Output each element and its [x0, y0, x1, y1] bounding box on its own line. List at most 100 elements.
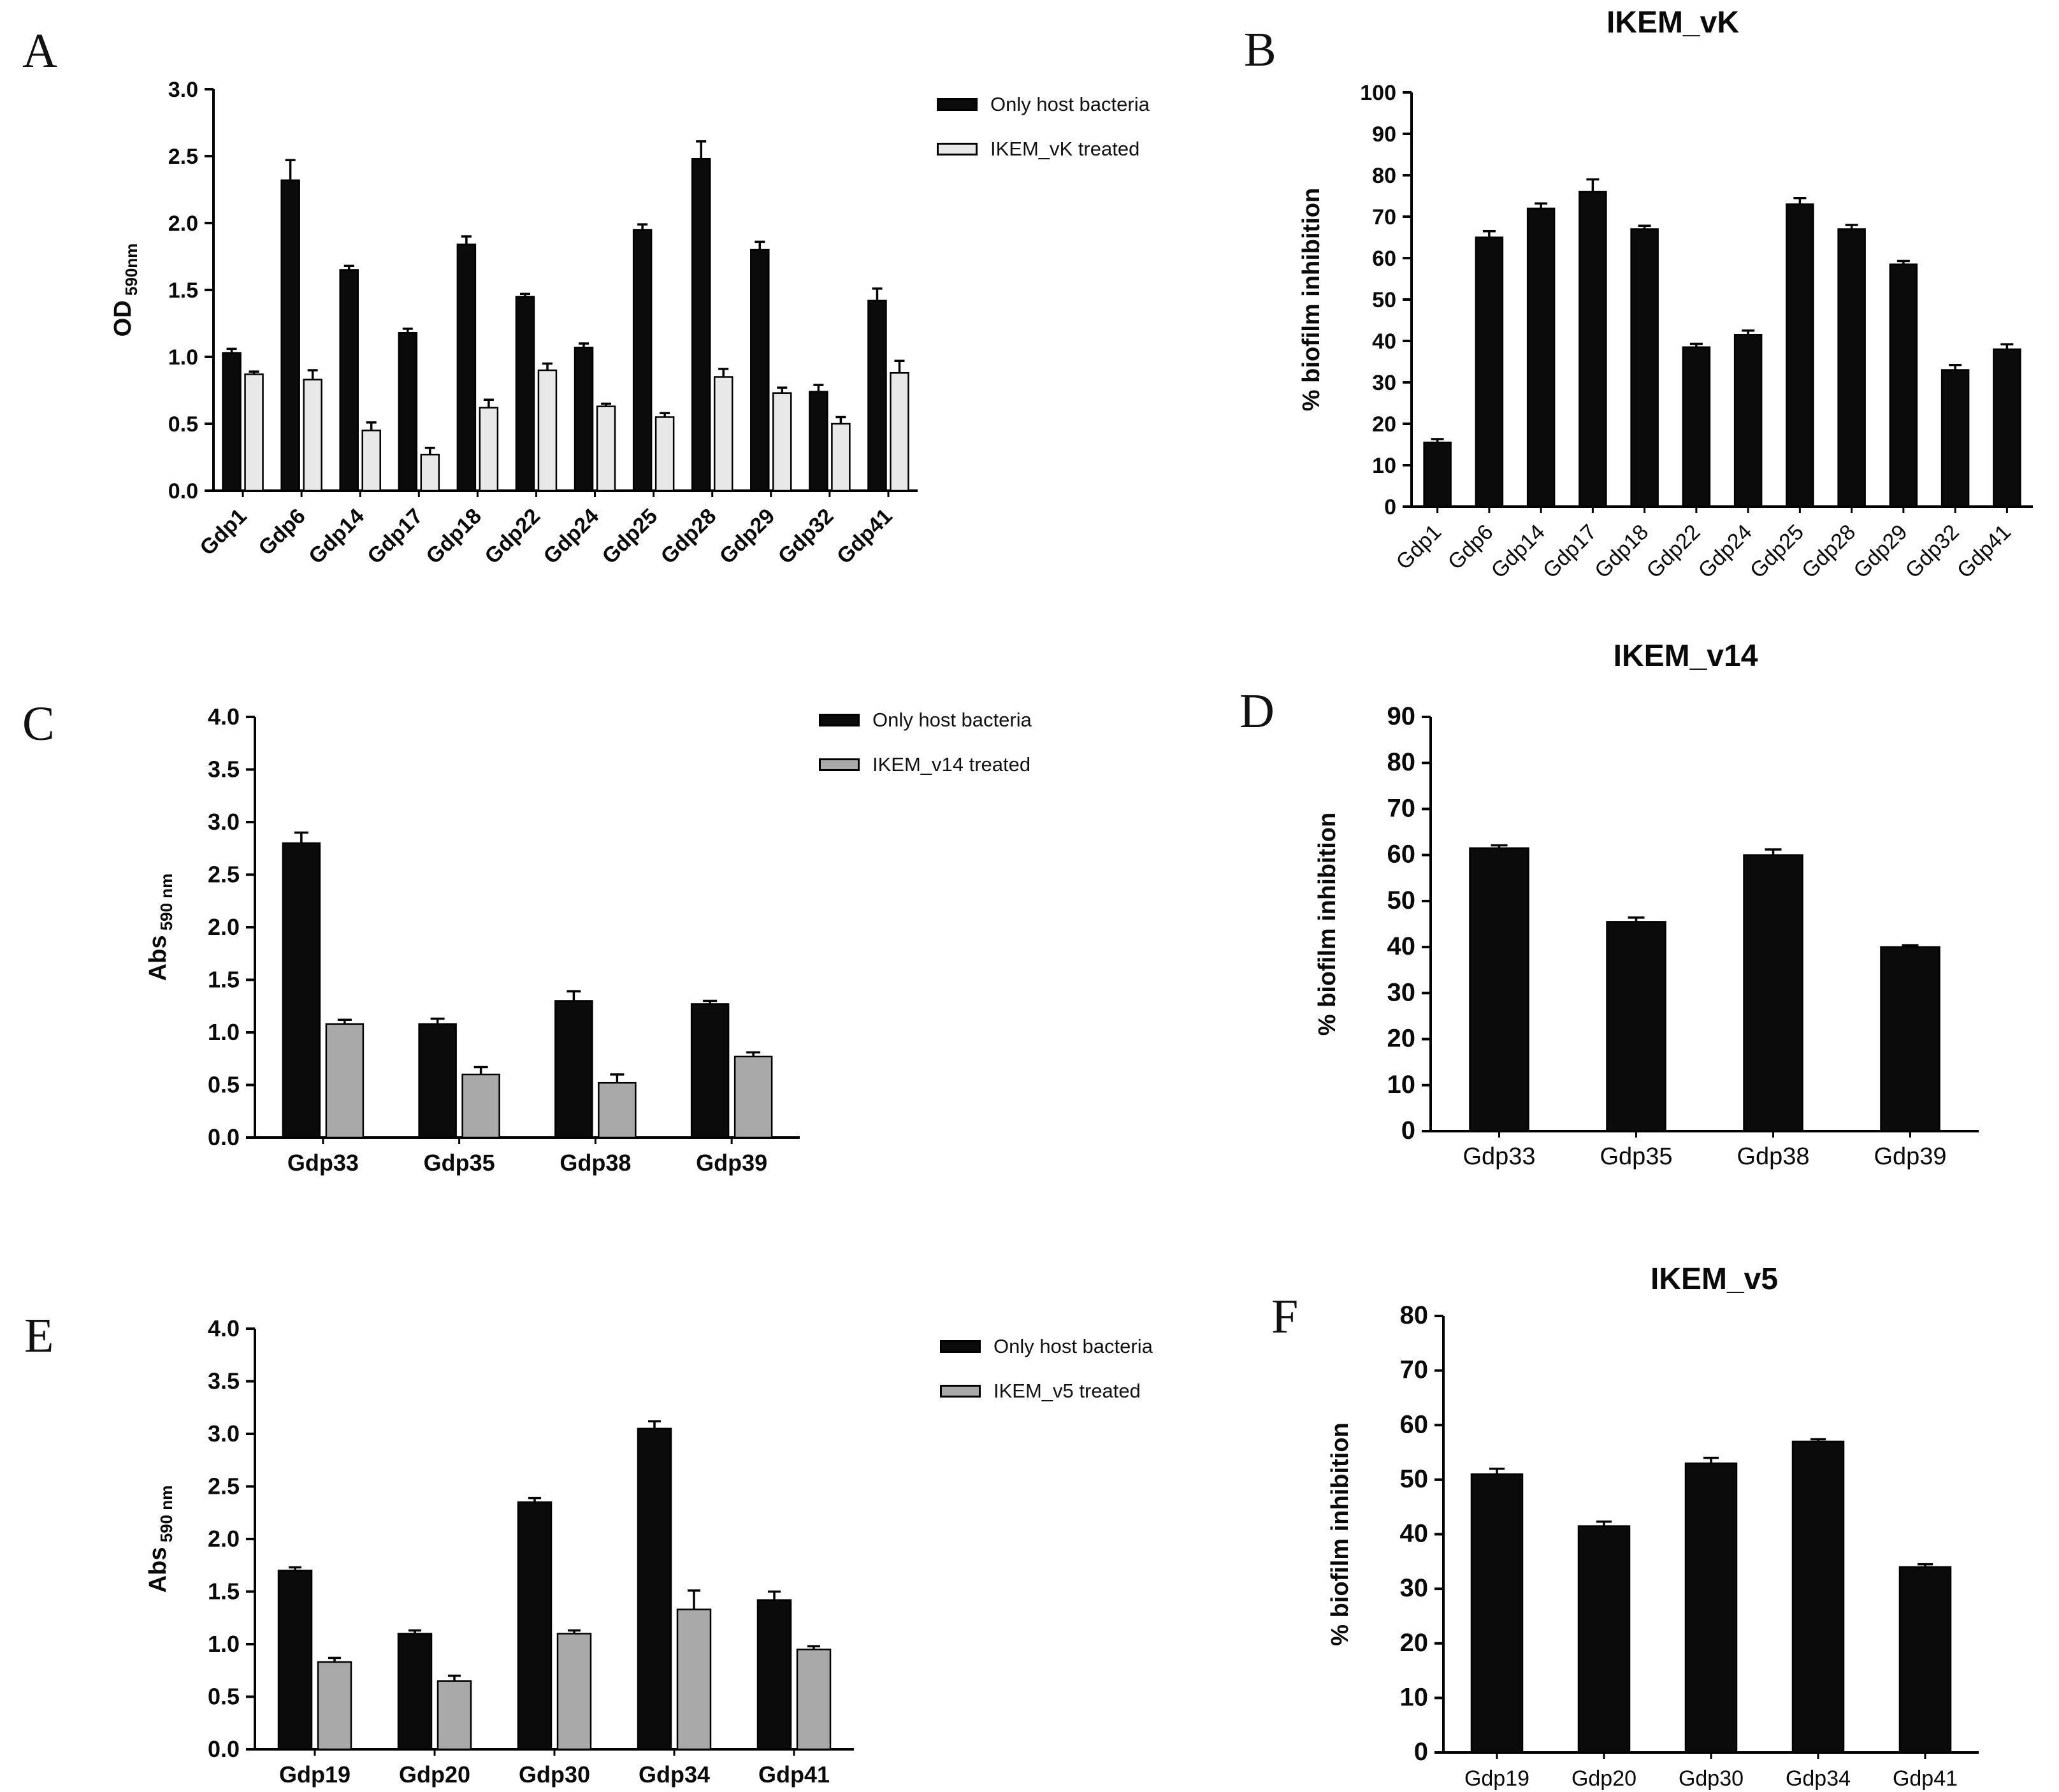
y-axis-label: % biofilm inhibition — [1298, 188, 1325, 411]
svg-text:Gdp20: Gdp20 — [399, 1761, 470, 1788]
svg-text:90: 90 — [1387, 702, 1416, 730]
bar-Gdp32-s0 — [809, 391, 828, 492]
axes — [1410, 92, 2033, 508]
svg-text:3.5: 3.5 — [208, 1368, 240, 1394]
svg-text:20: 20 — [1372, 412, 1396, 437]
y-axis-label: OD 590nm — [110, 243, 141, 337]
svg-text:3.5: 3.5 — [208, 756, 240, 783]
svg-text:Gdp30: Gdp30 — [519, 1761, 590, 1788]
svg-text:0.0: 0.0 — [168, 479, 198, 503]
panel-letter-f: F — [1271, 1290, 1299, 1343]
svg-text:Gdp24: Gdp24 — [539, 504, 604, 569]
y-axis-label: Abs 590 nm — [145, 874, 176, 981]
svg-text:0.5: 0.5 — [168, 412, 198, 437]
svg-text:Gdp41: Gdp41 — [832, 504, 897, 569]
svg-text:30: 30 — [1387, 978, 1416, 1006]
bar-Gdp30-s0 — [1684, 1462, 1738, 1754]
bar-Gdp14-s0 — [339, 269, 359, 492]
bar-Gdp20-s1 — [437, 1680, 472, 1751]
bars — [1470, 1438, 1952, 1754]
legend-item: IKEM_v5 treated — [940, 1380, 1153, 1403]
svg-text:Gdp35: Gdp35 — [1600, 1143, 1672, 1170]
svg-text:10: 10 — [1400, 1683, 1429, 1711]
bar-Gdp6-s0 — [1475, 236, 1504, 508]
svg-text:2.0: 2.0 — [208, 1526, 240, 1552]
legend-label: IKEM_v5 treated — [993, 1380, 1141, 1402]
svg-text:1.0: 1.0 — [168, 345, 198, 370]
legend-label: Only host bacteria — [872, 709, 1032, 731]
chart-panel-C: 0.0 0.5 1.0 1.5 2.0 2.5 3.0 3.5 4.0 Abs 590 nm Gdp… — [145, 704, 800, 1176]
svg-text:80: 80 — [1387, 748, 1416, 776]
svg-text:1.5: 1.5 — [168, 278, 198, 303]
bar-Gdp1-s0 — [1423, 442, 1452, 508]
svg-text:90: 90 — [1372, 122, 1396, 147]
svg-text:Gdp35: Gdp35 — [424, 1150, 495, 1176]
bar-Gdp39-s0 — [690, 1003, 730, 1139]
svg-text:Gdp39: Gdp39 — [1874, 1143, 1946, 1170]
bar-Gdp19-s1 — [317, 1661, 352, 1751]
bar-Gdp18-s0 — [456, 243, 477, 492]
svg-text:Gdp22: Gdp22 — [1642, 520, 1705, 583]
legend-label: Only host bacteria — [993, 1335, 1153, 1357]
svg-text:Gdp30: Gdp30 — [1679, 1767, 1744, 1791]
legend-item: Only host bacteria — [819, 709, 1032, 732]
svg-text:30: 30 — [1372, 371, 1396, 395]
bar-Gdp14-s0 — [1526, 207, 1556, 508]
bars — [1469, 844, 1940, 1132]
bar-Gdp32-s0 — [1940, 369, 1970, 508]
bar-Gdp1-s0 — [222, 352, 242, 492]
svg-text:Gdp22: Gdp22 — [480, 504, 545, 569]
svg-text:Gdp41: Gdp41 — [1953, 520, 2016, 583]
bar-Gdp19-s0 — [1470, 1473, 1524, 1754]
svg-text:2.5: 2.5 — [168, 145, 198, 169]
svg-text:Gdp32: Gdp32 — [774, 504, 839, 569]
svg-text:1.5: 1.5 — [208, 967, 240, 993]
panel-letter-c: C — [22, 697, 55, 751]
svg-text:Gdp25: Gdp25 — [1745, 520, 1809, 583]
bar-Gdp25-s1 — [654, 416, 675, 492]
bar-Gdp33-s0 — [282, 842, 321, 1139]
panel-letter-d: D — [1239, 684, 1275, 738]
svg-text:Gdp29: Gdp29 — [1849, 520, 1912, 583]
svg-text:Gdp14: Gdp14 — [304, 504, 369, 569]
bar-Gdp24-s0 — [1733, 334, 1763, 508]
svg-text:Gdp18: Gdp18 — [1590, 520, 1653, 583]
y-ticks: 0 10 20 30 40 50 60 70 80 — [1400, 1301, 1443, 1766]
bar-Gdp25-s0 — [1786, 203, 1814, 508]
svg-text:2.5: 2.5 — [208, 862, 240, 888]
y-ticks: 0.0 0.5 1.0 1.5 2.0 2.5 3.0 3.5 4.0 — [208, 704, 255, 1150]
svg-text:Gdp33: Gdp33 — [1463, 1143, 1535, 1170]
bars — [222, 140, 909, 492]
svg-text:Gdp17: Gdp17 — [363, 504, 428, 569]
bar-Gdp19-s0 — [277, 1570, 313, 1751]
svg-text:0.5: 0.5 — [208, 1072, 240, 1098]
svg-text:20: 20 — [1387, 1025, 1416, 1053]
svg-text:10: 10 — [1372, 454, 1396, 478]
svg-text:2.0: 2.0 — [208, 914, 240, 940]
svg-text:2.0: 2.0 — [168, 212, 198, 236]
legend-item: Only host bacteria — [940, 1335, 1153, 1358]
svg-text:0: 0 — [1414, 1738, 1428, 1766]
y-axis-label: % biofilm inhibition — [1314, 813, 1341, 1036]
svg-text:40: 40 — [1387, 932, 1416, 960]
bar-Gdp38-s0 — [554, 1000, 593, 1139]
bar-Gdp34-s1 — [676, 1608, 712, 1751]
legend-swatch-ikem-v5 — [940, 1385, 981, 1398]
bar-Gdp25-s0 — [632, 229, 653, 492]
bar-Gdp17-s0 — [398, 331, 418, 492]
panel-letter-a: A — [22, 24, 57, 78]
legend-panel-c: Only host bacteria IKEM_v14 treated — [819, 709, 1032, 776]
svg-text:20: 20 — [1400, 1629, 1429, 1657]
x-labels: Gdp19 Gdp20 Gdp30 Gdp34 Gdp41 — [279, 1749, 830, 1788]
bars — [1423, 178, 2021, 508]
bars — [282, 831, 773, 1139]
chart-panel-E: 0.0 0.5 1.0 1.5 2.0 2.5 3.0 3.5 4.0 Abs 590 nm Gdp… — [145, 1315, 854, 1788]
bar-Gdp22-s1 — [537, 369, 558, 492]
y-ticks: 0.0 0.5 1.0 1.5 2.0 2.5 3.0 — [168, 78, 213, 503]
svg-text:80: 80 — [1400, 1301, 1429, 1329]
bar-Gdp6-s0 — [280, 179, 300, 492]
svg-text:1.0: 1.0 — [208, 1019, 240, 1045]
bar-Gdp17-s1 — [420, 454, 440, 492]
